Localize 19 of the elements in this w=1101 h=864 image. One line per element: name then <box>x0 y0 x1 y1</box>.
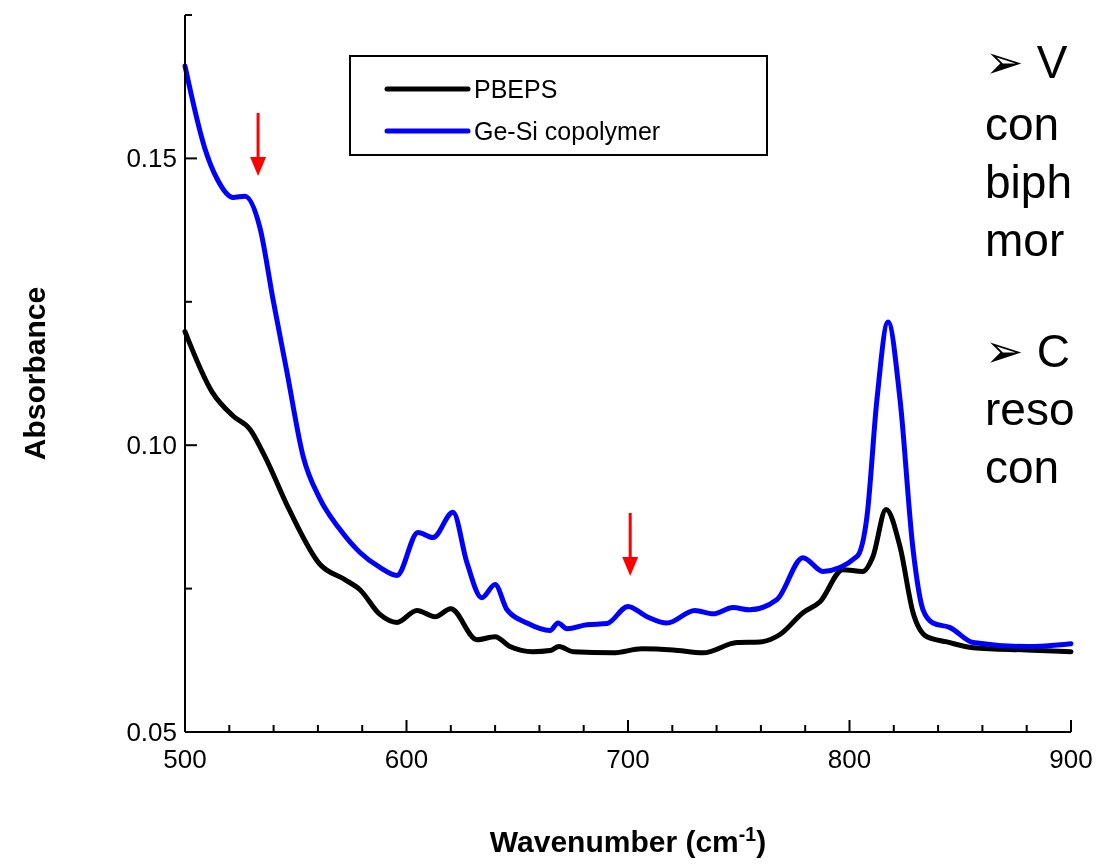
x-tick-label: 900 <box>1049 744 1093 774</box>
annotation: con <box>985 98 1060 150</box>
annotation: reso <box>985 383 1075 435</box>
x-tick-label: 600 <box>384 744 429 774</box>
legend-label: Ge-Si copolymer <box>474 117 661 145</box>
y-axis-title: Absorbance <box>18 286 51 461</box>
annotation: mor <box>985 214 1065 266</box>
x-axis-title: Wavenumber (cm$^{-1}$) <box>489 823 767 858</box>
y-tick-label: 0.15 <box>126 143 177 174</box>
y-tick-label: 0.05 <box>126 717 177 747</box>
annotation: con <box>985 441 1060 493</box>
x-tick-label: 800 <box>827 744 872 774</box>
annotation: biph <box>985 156 1072 208</box>
legend-label: PBEPS <box>474 75 558 103</box>
annotation: ➢ V <box>985 36 1068 88</box>
x-tick-label: 500 <box>163 744 207 774</box>
annotation: ➢ C <box>985 325 1070 377</box>
y-tick-label: 0.10 <box>126 430 177 461</box>
x-tick-label: 700 <box>606 744 650 774</box>
